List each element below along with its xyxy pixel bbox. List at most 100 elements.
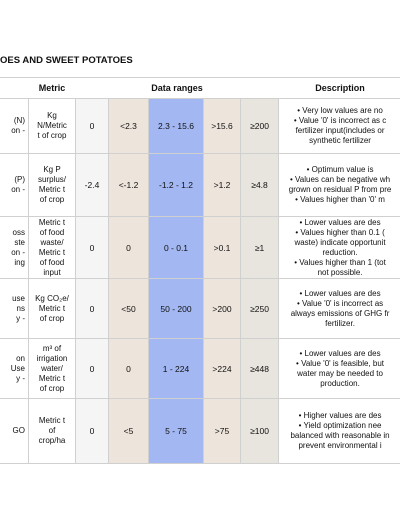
line: Kg P [43,165,61,174]
range-cell: ≥250 [239,278,280,339]
metric-cell: Metric t of crop/ha [28,398,76,464]
line: waste/ [40,237,64,247]
line: grown on residual P from pre [288,185,392,194]
range-cell: 2.3 - 15.6 [148,98,204,154]
line: Use [10,363,25,373]
line: • Optimum value is [306,165,374,174]
range-cell: ≥448 [239,338,280,399]
range-cell: >75 [203,398,241,464]
line: Metric t [38,416,66,425]
description-cell: • Very low values are no • Value '0' is i… [278,98,400,154]
line: y - [16,313,25,323]
line: water may be needed to [297,368,383,378]
line: t of crop [37,131,67,140]
line: • Value '0' is feasible, but [296,358,385,368]
range-cell: >224 [203,338,241,399]
line: synthetic fertilizer [309,136,371,145]
range-cell: 1 - 224 [148,338,204,399]
line: waste) indicate opportunit [294,237,386,247]
line: Metric t [38,247,66,257]
line: Kg CO₂e/ [35,293,69,303]
line: surplus/ [37,175,66,184]
description-cell: • Lower values are des • Values higher th… [278,216,400,279]
line: • Value '0' is incorrect as [296,298,384,308]
range-cell: >0.1 [203,216,241,279]
line: ns [16,303,25,313]
line: • Lower values are des [299,348,381,358]
range-cell: ≥200 [239,98,280,154]
line: Metric t [38,217,66,227]
line: water/ [41,363,63,373]
range-cell: 0 [75,338,109,399]
line: (N) [13,116,25,125]
header-cell: Metric [28,77,76,99]
row: (N) on - Kg N/Metric t of crop 0 <2.3 2.3 - 15.… [0,98,400,154]
line: (P) [14,175,25,184]
indicator-cell: on Use y - [0,338,29,399]
title: OES AND SWEET POTATOES [0,55,133,66]
line: of food [39,257,65,267]
indicator-cell: use ns y - [0,278,29,339]
line: of crop [39,313,65,323]
range-cell: <50 [108,278,149,339]
line: Metric t [38,185,66,194]
line: Metric t [38,373,66,383]
row: oss ste on - ing Metric t of food waste/Metric… [0,216,400,279]
range-cell: 0 - 0.1 [148,216,204,279]
line: • Yield optimization nee [298,421,382,430]
range-cell: ≥1 [239,216,280,279]
header-cell: Data ranges [75,77,279,99]
line: • Values higher than 0.1 ( [295,227,385,237]
line: y - [16,373,25,383]
line: • Lower values are des [299,217,381,227]
metric-cell: Kg N/Metric t of crop [28,98,76,154]
line: • Values higher than '0' m [295,195,385,204]
range-cell: ≥4.8 [239,153,280,217]
description-cell: • Lower values are des • Value '0' is inc… [278,278,400,339]
line: N/Metric [37,121,67,130]
line: use [12,293,25,303]
indicator-cell: (P) on - [0,153,29,217]
line: balanced with reasonable in [290,431,390,440]
range-cell: -1.2 - 1.2 [148,153,204,217]
line: • Higher values are des [298,411,382,420]
range-cell: >1.2 [203,153,241,217]
line: ste [14,237,25,247]
range-cell: -2.4 [75,153,109,217]
line: fertilizer. [325,318,355,328]
line: m³ of [42,343,62,353]
line: not possible. [317,267,363,277]
range-cell: 50 - 200 [148,278,204,339]
description-cell: • Higher values are des • Yield optimizat… [278,398,400,464]
line: prevent environmental i [298,441,382,450]
description-cell: • Optimum value is • Values can be negati… [278,153,400,217]
range-cell: 0 [108,338,149,399]
range-cell: 0 [75,398,109,464]
metric-cell: Kg CO₂e/Metric t of crop [28,278,76,339]
line: • Lower values are des [299,288,381,298]
metric-cell: Metric t of food waste/Metric t of food inpu… [28,216,76,279]
row: GO Metric t of crop/ha 0 <5 5 - 75 >75 ≥100 • Hig… [0,398,400,464]
line: reduction. [322,247,358,257]
header-cell: Description [278,77,400,99]
line: oss [12,227,25,237]
range-cell: <2.3 [108,98,149,154]
line: always emissions of GHG fr [290,308,390,318]
range-cell: >200 [203,278,241,339]
line: of [48,426,56,435]
indicator-cell: (N) on - [0,98,29,154]
line: of crop [39,195,65,204]
line: fertilizer input(includes or [295,126,385,135]
line: Kg [47,111,57,120]
line: on - [11,126,25,135]
range-cell: ≥100 [239,398,280,464]
indicator-cell: GO [0,398,29,464]
range-cell: 0 [108,216,149,279]
indicator-cell: oss ste on - ing [0,216,29,279]
line: on - [11,247,25,257]
range-cell: 0 [75,98,109,154]
range-cell: <5 [108,398,149,464]
